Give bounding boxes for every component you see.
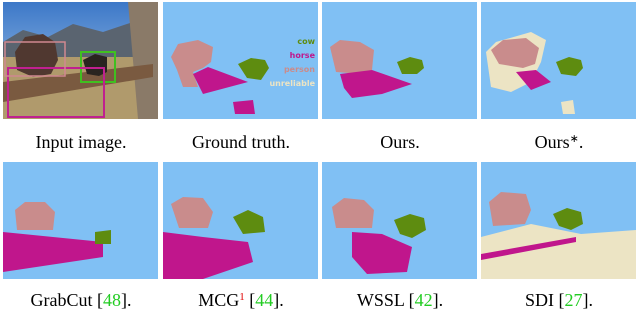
caption-part: ∗ — [570, 133, 579, 145]
legend-label: cow — [297, 37, 315, 46]
caption-part: Input image. — [36, 132, 127, 152]
figure: cow horse person unreliable — [0, 0, 637, 312]
caption: GrabCut [48]. — [31, 290, 132, 310]
caption: Ground truth. — [192, 132, 290, 152]
caption: Input image. — [36, 132, 127, 152]
caption: SDI [27]. — [525, 290, 593, 310]
caption-part: ]. — [583, 290, 594, 310]
caption: WSSL [42]. — [357, 290, 443, 310]
ours-star — [481, 2, 636, 119]
caption-part: SDI [ — [525, 290, 565, 310]
caption-part: Ours — [535, 132, 570, 152]
legend-label: horse — [290, 51, 316, 60]
caption-part: Ours. — [380, 132, 420, 152]
caption-part: 48 — [103, 290, 121, 310]
caption: MCG1 [44]. — [198, 290, 284, 310]
wssl — [322, 162, 477, 279]
legend-label: unreliable — [269, 79, 315, 88]
caption: Ours. — [380, 132, 420, 152]
caption-part: Ground truth. — [192, 132, 290, 152]
caption-part: GrabCut [ — [31, 290, 103, 310]
caption-part: WSSL [ — [357, 290, 415, 310]
caption-part: ]. — [433, 290, 444, 310]
ground-truth: cow horse person unreliable — [163, 2, 318, 119]
mcg — [163, 162, 318, 279]
caption-part: . — [579, 132, 584, 152]
input-image — [3, 2, 158, 119]
ours — [322, 2, 477, 119]
caption-part: 44 — [255, 290, 273, 310]
caption-part: ]. — [273, 290, 284, 310]
legend-label: person — [284, 65, 315, 74]
caption-part: [ — [245, 290, 256, 310]
caption: Ours∗. — [535, 132, 584, 152]
sdi — [481, 162, 636, 279]
caption-part: MCG — [198, 290, 239, 310]
caption-part: 42 — [415, 290, 433, 310]
grabcut — [3, 162, 158, 279]
caption-part: 27 — [565, 290, 583, 310]
caption-part: ]. — [121, 290, 132, 310]
